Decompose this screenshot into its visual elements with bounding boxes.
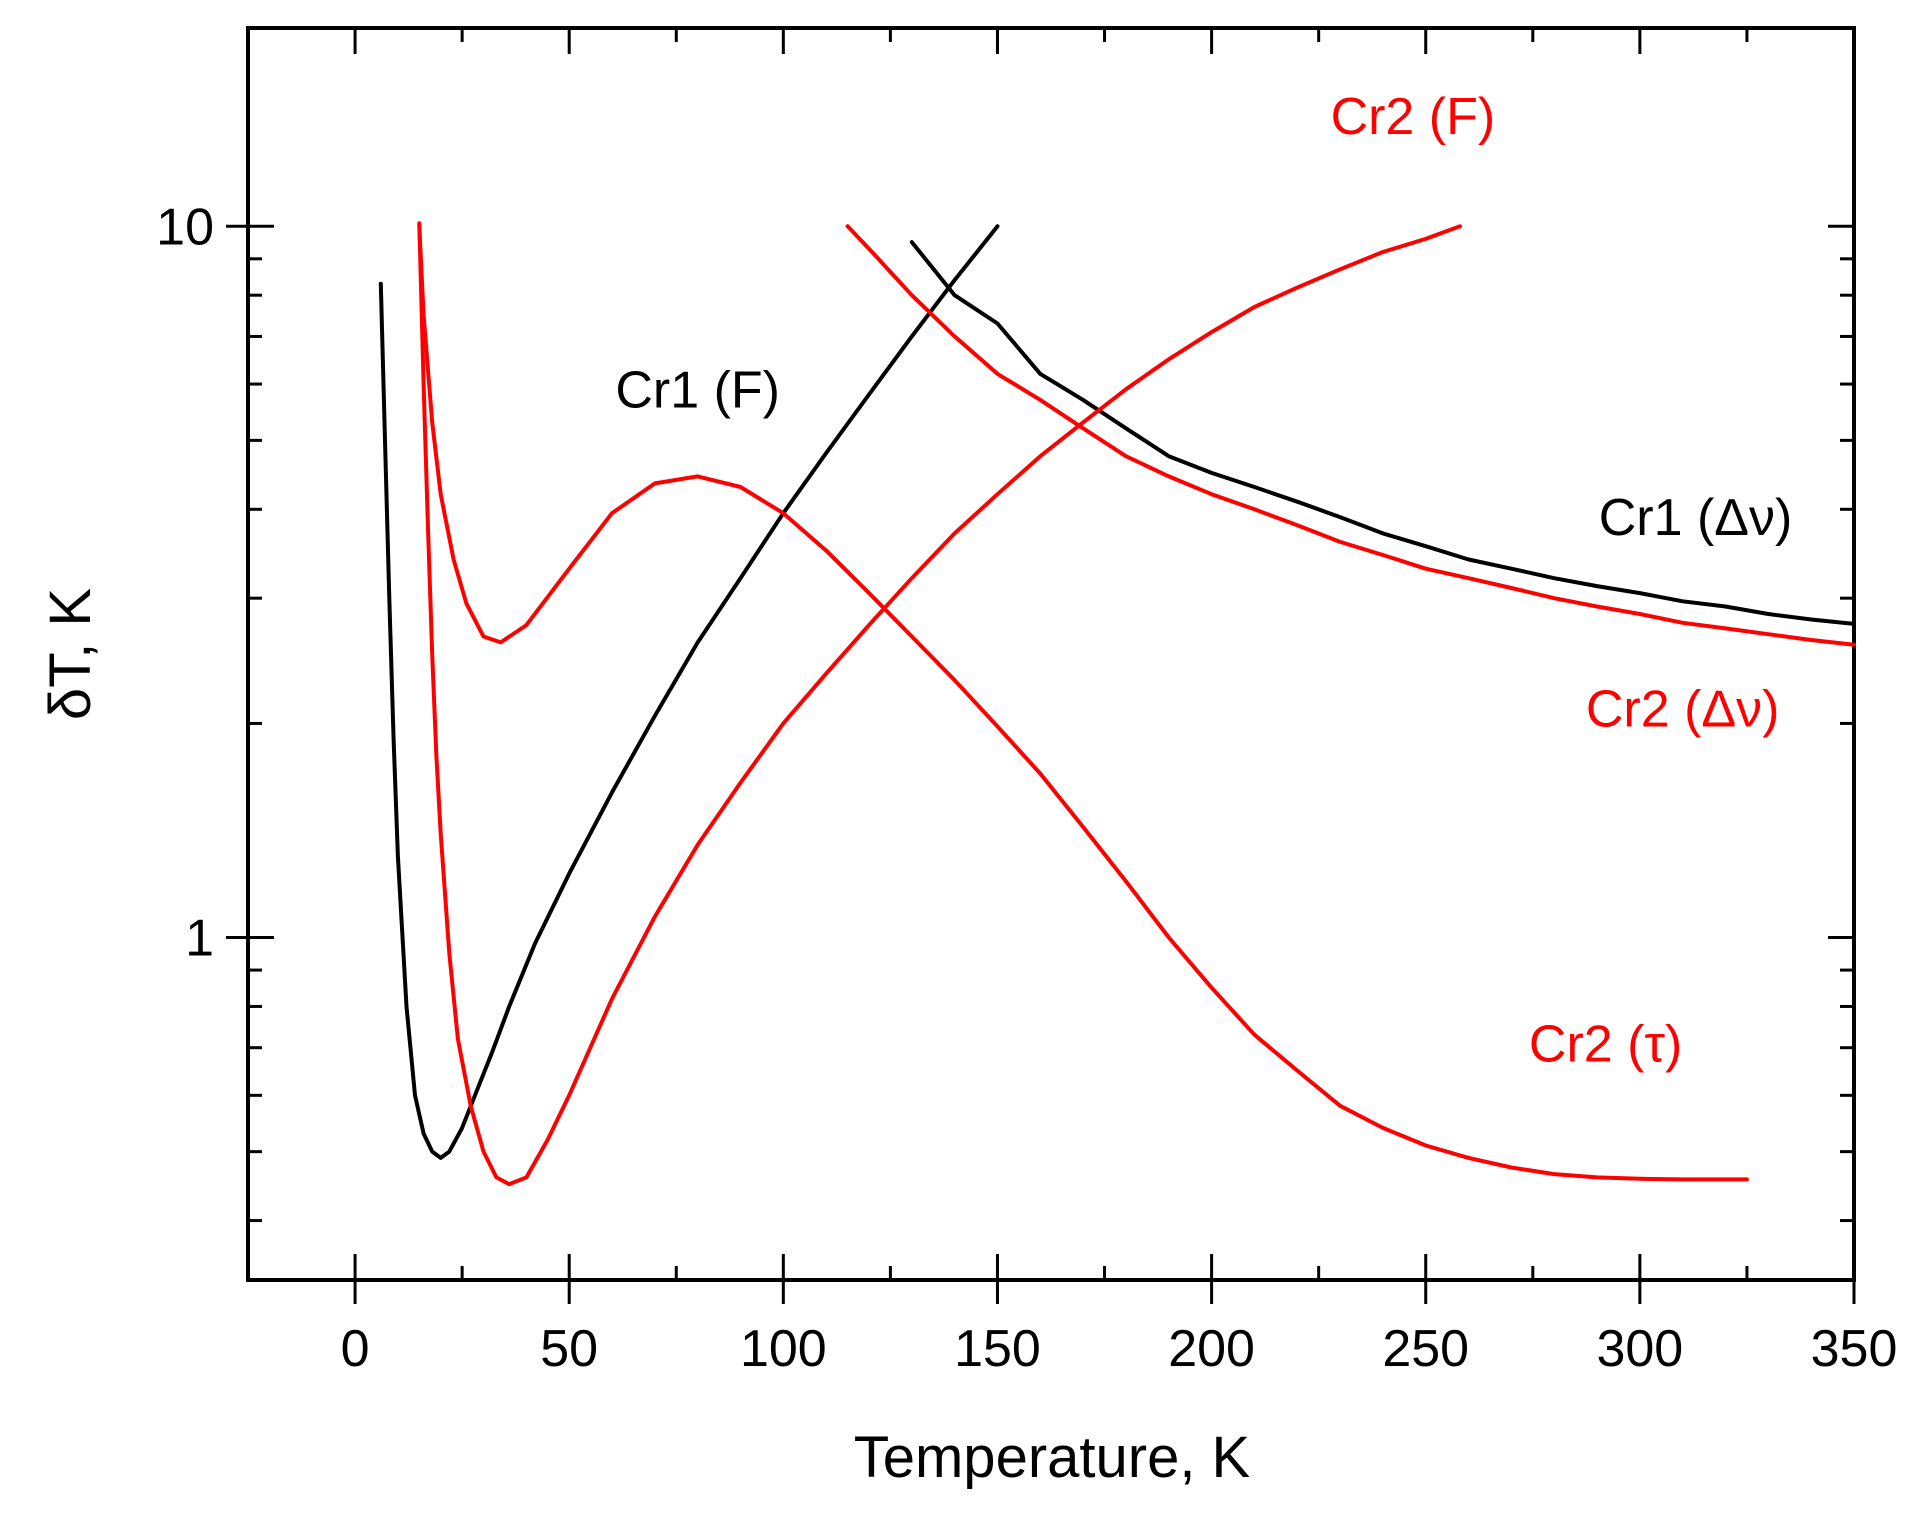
y-axis: 1 10 [156, 198, 1854, 1223]
x-tick-label: 100 [740, 1320, 827, 1378]
series-label-4: Cr2 (Δν) [1586, 680, 1780, 738]
x-tick-label: 350 [1811, 1320, 1898, 1378]
x-tick-label: 50 [540, 1320, 598, 1378]
x-axis-title: Temperature, K [854, 1425, 1251, 1490]
series-label-1: Cr1 (F) [615, 361, 780, 419]
x-tick-label: 250 [1382, 1320, 1469, 1378]
series-line-2 [909, 240, 1856, 626]
y-axis-title: δT, K [38, 588, 103, 721]
series-label-2: Cr1 (Δν) [1599, 489, 1793, 547]
y-tick-label: 1 [185, 910, 214, 968]
series-line-3 [417, 221, 1462, 1187]
series-line-4 [845, 224, 1856, 647]
x-tick-label: 300 [1596, 1320, 1683, 1378]
series-label-5: Cr2 (τ) [1529, 1015, 1682, 1073]
plot-frame [246, 26, 1856, 1282]
series-line-5 [417, 224, 1749, 1182]
x-tick-label: 0 [341, 1320, 370, 1378]
series-label-3: Cr2 (F) [1331, 88, 1496, 146]
y-tick-label: 10 [156, 198, 214, 256]
x-axis: 0 50 100 150 200 250 300 350 [246, 28, 1898, 1378]
x-tick-label: 200 [1168, 1320, 1255, 1378]
x-tick-label: 150 [954, 1320, 1041, 1378]
series-layer [378, 221, 1856, 1187]
series-labels: Cr1 (F) Cr1 (Δν) Cr2 (F) Cr2 (Δν) Cr2 (τ) [615, 88, 1792, 1074]
series-line-1 [378, 224, 1000, 1160]
